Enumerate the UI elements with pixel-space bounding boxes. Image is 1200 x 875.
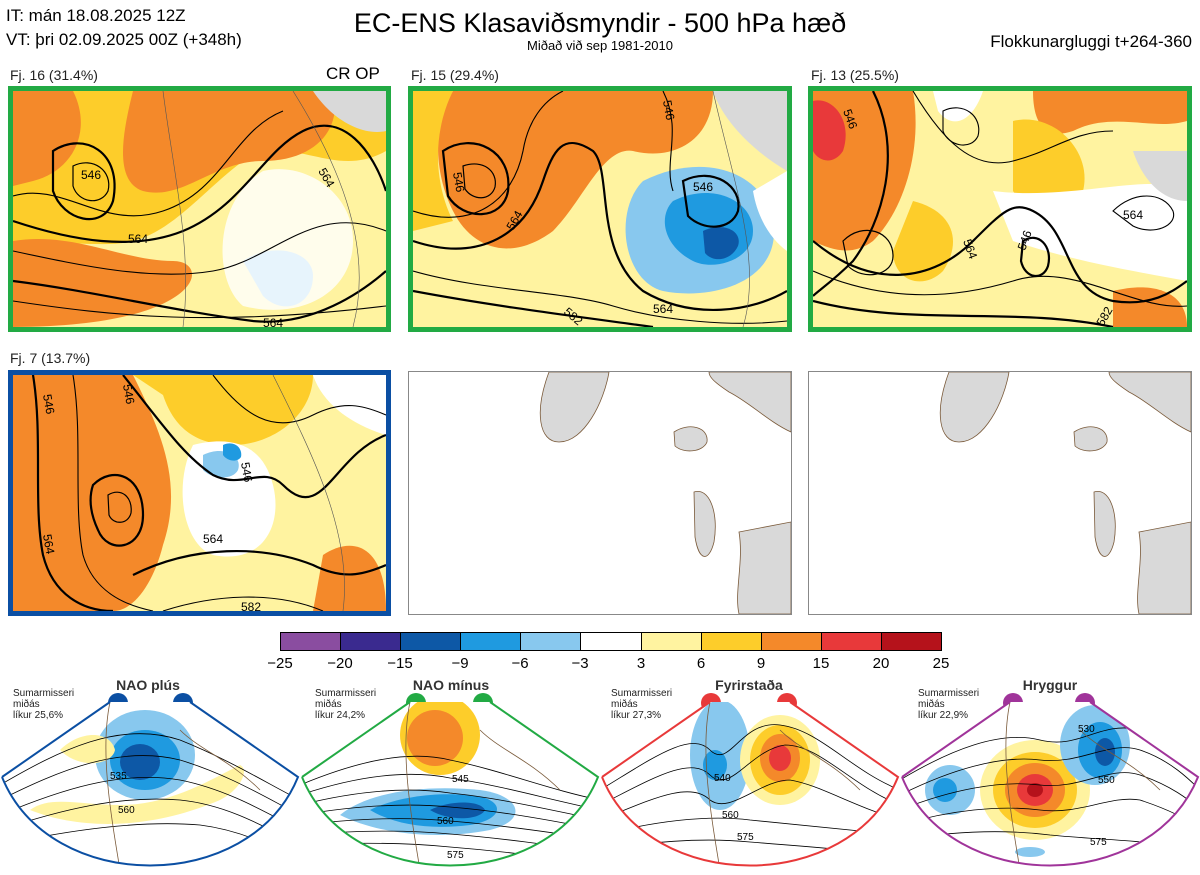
regime-title: Fyrirstaða <box>715 677 783 693</box>
regime-contour-label: 560 <box>437 816 454 827</box>
colorbar-tick: 3 <box>636 655 646 672</box>
panel-1-extra-label: CR OP <box>326 64 380 83</box>
panel-2-contour-label: 546 <box>660 99 677 121</box>
regime-contour-label: 545 <box>452 774 469 785</box>
panel-1-label: Fj. 16 (31.4%) <box>10 67 98 83</box>
regime-contour-label: 535 <box>110 771 127 782</box>
colorbar-cell <box>821 633 882 650</box>
regime-title: Hryggur <box>1022 677 1078 693</box>
colorbar-cell <box>461 633 522 650</box>
colorbar-tick: 15 <box>812 655 830 672</box>
colorbar-tick: 6 <box>696 655 706 672</box>
cluster-map-15: 546 546 564 546 582 564 <box>408 86 792 332</box>
regime-contour-label: 575 <box>1090 837 1107 848</box>
empty-map-panel-2 <box>808 371 1192 615</box>
regime-contour-label: 540 <box>714 773 731 784</box>
panel-1-contour-label: 546 <box>81 168 101 182</box>
regime-probability: líkur 25,6% <box>13 710 64 721</box>
regime-qualifier: miðás <box>918 699 945 710</box>
panel-4-contour-label: 582 <box>241 600 261 611</box>
regime-map-nao-minus: 545 560 575 <box>300 690 600 875</box>
colorbar-tick: −20 <box>327 655 353 672</box>
regime-probability: líkur 24,2% <box>315 710 366 721</box>
regime-probability: líkur 22,9% <box>918 710 969 721</box>
colorbar-cell <box>341 633 402 650</box>
page-subtitle: Miðað við sep 1981-2010 <box>527 38 673 53</box>
regime-info: Sumarmisseri miðás líkur 22,9% <box>918 688 979 721</box>
colorbar-tick: −9 <box>451 655 469 672</box>
panel-2-label: Fj. 15 (29.4%) <box>411 67 499 83</box>
regime-contour-label: 575 <box>447 850 464 861</box>
colorbar-tick: −3 <box>571 655 589 672</box>
colorbar-cell <box>641 633 702 650</box>
colorbar-tick: 20 <box>872 655 890 672</box>
panel-4-contour-label: 546 <box>238 461 255 483</box>
regime-title: NAO mínus <box>412 677 490 693</box>
panel-1-contour-label: 564 <box>128 232 148 246</box>
panel-4-label: Fj. 7 (13.7%) <box>10 350 91 366</box>
anomaly-colorbar <box>280 632 942 651</box>
regime-qualifier: miðás <box>315 699 342 710</box>
panel-3-contour-label: 564 <box>1123 208 1143 222</box>
regime-season: Sumarmisseri <box>13 688 75 699</box>
regime-season: Sumarmisseri <box>315 688 377 699</box>
regime-contour-label: 560 <box>118 805 135 816</box>
colorbar-cell <box>281 633 342 650</box>
regime-qualifier: miðás <box>611 699 638 710</box>
panel-3-contour-label: 546 <box>840 107 860 131</box>
colorbar-tick: −6 <box>511 655 529 672</box>
page-title: EC-ENS Klasaviðsmyndir - 500 hPa hæð <box>353 8 847 38</box>
panel-2-contour-label: 564 <box>653 302 673 316</box>
colorbar-tick: −25 <box>267 655 293 672</box>
panel-4-contour-label: 546 <box>40 393 57 415</box>
regime-probability: líkur 27,3% <box>611 710 662 721</box>
panel-4-contour-label: 546 <box>120 383 137 405</box>
colorbar-cell <box>521 633 582 650</box>
colorbar-cell <box>401 633 462 650</box>
colorbar-cell <box>761 633 822 650</box>
regime-info: Sumarmisseri miðás líkur 27,3% <box>611 688 672 721</box>
initial-time: IT: mán 18.08.2025 12Z <box>6 6 186 25</box>
colorbar-tick: −15 <box>387 655 413 672</box>
regime-season: Sumarmisseri <box>611 688 673 699</box>
regime-contour-label: 550 <box>1098 775 1115 786</box>
colorbar-cell <box>581 633 642 650</box>
cluster-map-7: 546 546 546 564 564 582 <box>8 370 391 616</box>
regime-qualifier: miðás <box>13 699 40 710</box>
colorbar-cell <box>701 633 762 650</box>
regime-season: Sumarmisseri <box>918 688 980 699</box>
regime-contour-label: 530 <box>1078 724 1095 735</box>
classification-window: Flokkunargluggi t+264-360 <box>990 32 1192 51</box>
regime-map-blocking: 540 560 575 <box>600 690 900 875</box>
regime-contour-label: 560 <box>722 810 739 821</box>
regime-map-ridge: 530 550 575 <box>900 690 1200 875</box>
panel-1-contour-label: 564 <box>263 316 283 327</box>
panel-3-label: Fj. 13 (25.5%) <box>811 67 899 83</box>
panel-2-contour-label: 546 <box>693 180 713 194</box>
panel-3-contour-label: 546 <box>1015 228 1035 252</box>
panel-4-contour-label: 564 <box>40 533 57 555</box>
regime-contour-label: 575 <box>737 832 754 843</box>
regime-title: NAO plús <box>116 677 180 693</box>
valid-time: VT: þri 02.09.2025 00Z (+348h) <box>6 30 242 49</box>
panel-2-contour-label: 546 <box>450 171 467 193</box>
colorbar-cell <box>881 633 942 650</box>
cluster-map-13: 546 564 546 564 582 <box>808 86 1192 332</box>
colorbar-tick: 25 <box>932 655 950 672</box>
regime-info: Sumarmisseri miðás líkur 24,2% <box>315 688 376 721</box>
regime-info: Sumarmisseri miðás líkur 25,6% <box>13 688 74 721</box>
panel-4-contour-label: 564 <box>203 532 223 546</box>
cluster-map-16: 546 564 564 564 <box>8 86 391 332</box>
panel-3-contour-label: 564 <box>960 237 980 261</box>
colorbar-tick: 9 <box>756 655 766 672</box>
regime-map-nao-plus: 535 560 <box>0 690 300 875</box>
empty-map-panel-1 <box>408 371 792 615</box>
